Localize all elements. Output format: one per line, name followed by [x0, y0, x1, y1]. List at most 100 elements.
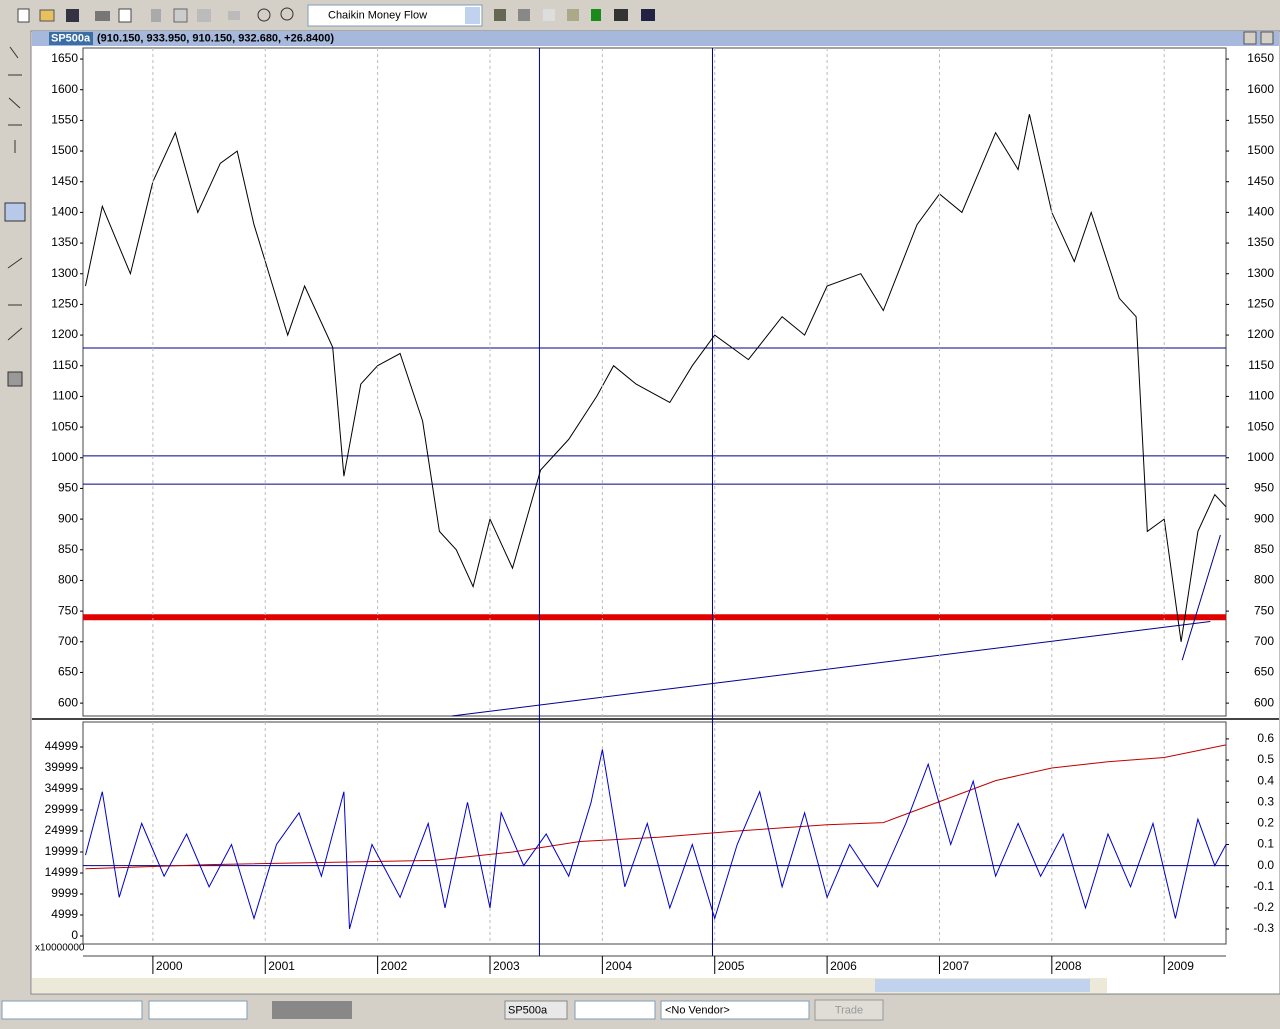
- y-tick-label: 1350: [51, 235, 78, 249]
- tool-icon[interactable]: [494, 9, 506, 21]
- y-tick-label-right: 650: [1254, 665, 1274, 679]
- x-tick-label: 2007: [942, 959, 969, 973]
- maximize-button[interactable]: [1243, 31, 1257, 45]
- y-tick-label: 1650: [51, 51, 78, 65]
- y-tick-label-right: 800: [1254, 573, 1274, 587]
- window-title: SP500a: [51, 32, 91, 44]
- window-title-bar: [32, 31, 1279, 46]
- paste-icon[interactable]: [197, 9, 211, 22]
- y-tick-label-right: 1600: [1247, 82, 1274, 96]
- y-tick-label: 0: [71, 928, 78, 942]
- x-tick-label: 2002: [381, 959, 408, 973]
- color-palette[interactable]: [272, 1001, 352, 1019]
- y-tick-label-right: 1200: [1247, 327, 1274, 341]
- help-icon[interactable]: [641, 9, 655, 21]
- new-icon[interactable]: [17, 8, 30, 23]
- select-tool[interactable]: [9, 46, 19, 59]
- close-button[interactable]: [1260, 31, 1274, 45]
- y-tick-label-right: 1250: [1247, 297, 1274, 311]
- copy-icon[interactable]: [173, 8, 188, 23]
- scrollbar[interactable]: [32, 978, 1107, 993]
- y-tick-label-right: 1400: [1247, 205, 1274, 219]
- y-tick-label: 1200: [51, 327, 78, 341]
- trade-button[interactable]: [814, 999, 884, 1021]
- fib-tool[interactable]: [7, 257, 23, 269]
- y-tick-label-right: 1650: [1247, 51, 1274, 65]
- y-tick-label: 1250: [51, 297, 78, 311]
- y2-tick-label: 0.3: [1257, 794, 1274, 808]
- crosshair-icon[interactable]: [257, 8, 271, 22]
- symbol-box[interactable]: [504, 1000, 568, 1020]
- series-line: [85, 744, 1227, 870]
- y-tick-label: 1000: [51, 450, 78, 464]
- save-icon[interactable]: [66, 9, 79, 22]
- series-line: [85, 749, 1227, 930]
- toolbar: [0, 0, 1280, 30]
- line-width-select[interactable]: [148, 1000, 248, 1020]
- open-icon[interactable]: [39, 9, 55, 22]
- y-tick-label: 1050: [51, 419, 78, 433]
- y-tick-label: 34999: [45, 781, 79, 795]
- y-tick-label: 44999: [45, 739, 79, 753]
- indicator-name: Chaikin Money Flow: [328, 9, 427, 21]
- vendor: <No Vendor>: [665, 1004, 730, 1016]
- channel-tool[interactable]: [7, 327, 23, 341]
- print-icon[interactable]: [95, 11, 110, 21]
- y-tick-label: 1100: [52, 389, 78, 403]
- y2-tick-label: -0.3: [1253, 921, 1274, 935]
- quote: (910.150, 933.950, 910.150, 932.680, +26…: [97, 32, 334, 44]
- y-tick-label-right: 1150: [1248, 358, 1274, 372]
- dropdown-button[interactable]: [465, 7, 480, 24]
- find-icon[interactable]: [614, 9, 628, 21]
- y-tick-label-right: 1300: [1247, 266, 1274, 280]
- y-tick-label-right: 950: [1254, 481, 1274, 495]
- y-tick-label-right: 1100: [1248, 389, 1274, 403]
- tool-icon[interactable]: [518, 9, 530, 21]
- y-tick-label-right: 1550: [1247, 113, 1274, 127]
- y-tick-label: 1150: [52, 358, 78, 372]
- period-select[interactable]: [574, 1000, 656, 1020]
- undo-icon[interactable]: [228, 11, 240, 20]
- line-style-select[interactable]: [1, 1000, 143, 1020]
- y2-tick-label: 0.2: [1257, 816, 1274, 830]
- y-tick-label: 700: [58, 634, 78, 648]
- y-tick-label-right: 1050: [1247, 419, 1274, 433]
- active-tool[interactable]: [4, 202, 26, 222]
- scroll-thumb[interactable]: [875, 979, 1090, 992]
- y-tick-label: 900: [58, 511, 78, 525]
- x-tick-label: 2008: [1055, 959, 1082, 973]
- series-line: [85, 114, 1227, 642]
- toolbar-icons: [17, 7, 294, 23]
- y-tick-label-right: 600: [1254, 695, 1274, 709]
- y-tick-label: 1450: [51, 174, 78, 188]
- y-tick-label: 14999: [45, 865, 79, 879]
- line-tool[interactable]: [8, 97, 21, 109]
- y2-tick-label: -0.2: [1253, 900, 1274, 914]
- y-tick-label: 4999: [51, 907, 78, 921]
- vendor-select[interactable]: [660, 1000, 810, 1020]
- palette-tools: [4, 46, 26, 387]
- y-tick-label: 19999: [45, 844, 79, 858]
- function-icon[interactable]: [543, 9, 555, 21]
- x-tick-label: 2005: [718, 959, 745, 973]
- money-icon[interactable]: [591, 9, 601, 21]
- y-tick-label: 800: [58, 573, 78, 587]
- y-tick-label: 29999: [45, 802, 79, 816]
- y-tick-label-right: 900: [1254, 511, 1274, 525]
- cut-icon[interactable]: [151, 9, 161, 22]
- zoom-icon[interactable]: [280, 7, 294, 21]
- toolbar-icons-2: [494, 9, 655, 21]
- preview-icon[interactable]: [118, 8, 132, 23]
- indicator-dropdown[interactable]: [307, 4, 483, 27]
- y-tick-label: 650: [58, 665, 78, 679]
- y-tick-label: 9999: [51, 886, 78, 900]
- pattern-tool[interactable]: [7, 371, 23, 387]
- y-tick-label: 750: [58, 603, 78, 617]
- x-tick-label: 2001: [268, 959, 295, 973]
- x-tick-label: 2003: [493, 959, 520, 973]
- title-highlight: [49, 32, 93, 45]
- tool-icon[interactable]: [567, 9, 579, 21]
- unit-label: x10000000: [35, 943, 85, 954]
- y2-tick-label: 0.1: [1257, 837, 1274, 851]
- y-tick-label-right: 1350: [1247, 235, 1274, 249]
